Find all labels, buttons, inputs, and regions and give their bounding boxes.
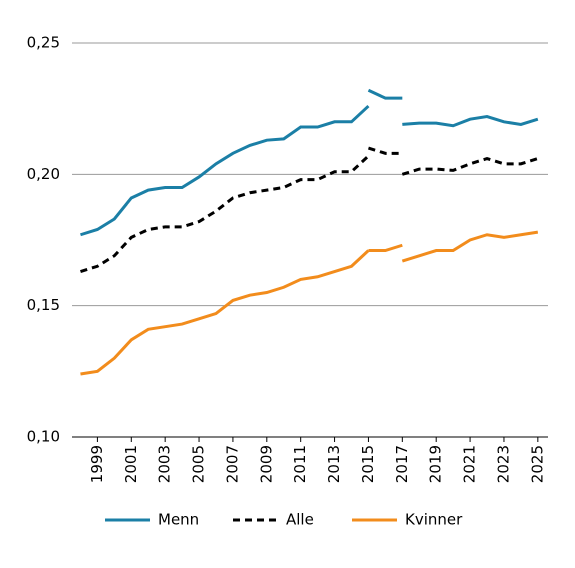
x-tick-label: 2021 [461, 445, 479, 483]
legend-label: Alle [286, 511, 314, 529]
x-tick-label: 2005 [190, 445, 208, 483]
x-tick-label: 2007 [223, 445, 241, 483]
y-tick-label: 0,10 [27, 428, 60, 446]
x-tick-label: 2003 [156, 445, 174, 483]
x-tick-label: 2013 [325, 445, 343, 483]
x-tick-label: 2015 [359, 445, 377, 483]
legend-label: Menn [158, 511, 199, 529]
x-tick-label: 2011 [291, 445, 309, 483]
x-tick-label: 1999 [88, 445, 106, 483]
y-tick-label: 0,20 [27, 165, 60, 183]
y-tick-label: 0,25 [27, 34, 60, 52]
y-tick-label: 0,15 [27, 296, 60, 314]
x-tick-label: 2019 [427, 445, 445, 483]
x-tick-label: 2001 [122, 445, 140, 483]
x-tick-label: 2009 [257, 445, 275, 483]
line-series [80, 88, 539, 237]
legend-label: Kvinner [405, 511, 463, 529]
x-tick-label: 2023 [494, 445, 512, 483]
line-series [80, 230, 539, 376]
x-tick-label: 2017 [393, 445, 411, 483]
line-series [80, 146, 539, 273]
x-tick-label: 2025 [528, 445, 546, 483]
